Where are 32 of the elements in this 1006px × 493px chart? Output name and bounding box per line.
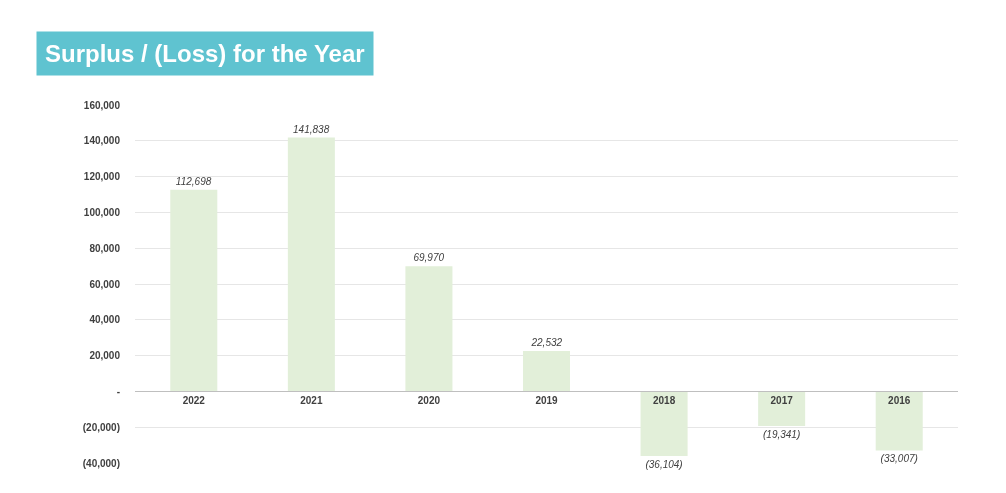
bar	[405, 266, 453, 392]
y-tick-label: 120,000	[83, 171, 121, 183]
y-tick-label: 20,000	[89, 350, 121, 362]
y-tick-label: 160,000	[83, 99, 121, 111]
x-tick-label: 2017	[770, 395, 794, 407]
data-label: 141,838	[293, 123, 330, 135]
y-tick-label: 60,000	[89, 278, 121, 290]
x-tick-label: 2018	[652, 395, 676, 407]
y-tick-label: (20,000)	[82, 421, 120, 433]
bar	[875, 391, 923, 451]
bar	[640, 391, 688, 457]
bar	[522, 351, 571, 392]
y-tick-label: 140,000	[83, 135, 121, 147]
data-label: 69,970	[413, 252, 445, 264]
y-tick-label: -	[116, 385, 120, 397]
x-tick-label: 2020	[417, 395, 441, 407]
data-label: (33,007)	[880, 453, 918, 465]
data-label: 22,532	[530, 337, 563, 349]
x-tick-label: 2022	[182, 395, 206, 407]
y-tick-label: 40,000	[89, 314, 121, 326]
x-tick-label: 2021	[300, 395, 323, 407]
data-label: 112,698	[175, 175, 212, 187]
bar	[170, 189, 218, 392]
bar	[287, 137, 335, 392]
x-tick-label: 2019	[535, 395, 559, 407]
y-tick-label: 80,000	[89, 242, 121, 254]
data-label: (36,104)	[645, 459, 683, 471]
x-tick-label: 2016	[888, 395, 911, 407]
y-tick-label: (40,000)	[82, 457, 120, 469]
chart-title: Surplus / (Loss) for the Year	[45, 40, 365, 67]
y-tick-label: 100,000	[83, 206, 121, 218]
data-label: (19,341)	[763, 429, 801, 441]
